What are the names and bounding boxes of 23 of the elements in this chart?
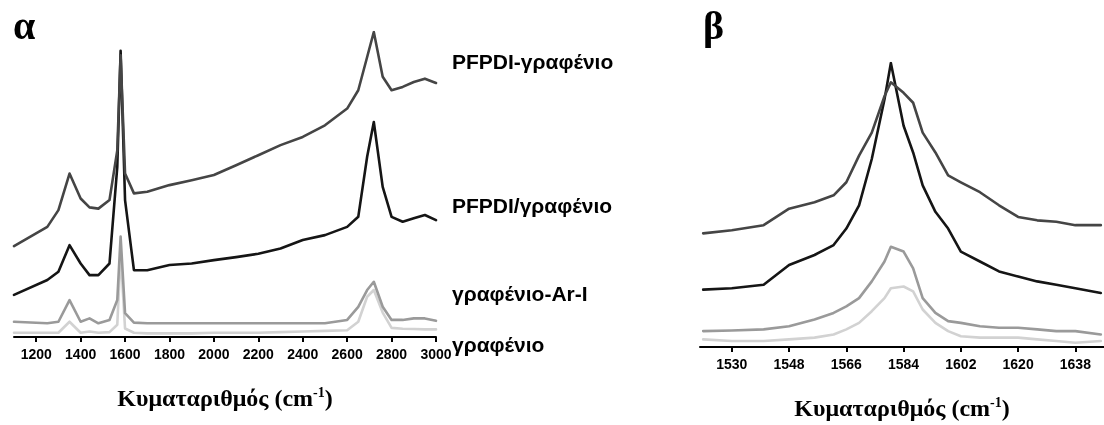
series-label: PFPDI/γραφένιο — [452, 193, 613, 217]
x-tick-label: 1638 — [1059, 356, 1092, 372]
x-tick-label: 1584 — [888, 356, 920, 372]
x-tick-label: 1548 — [773, 356, 805, 372]
series-label: PFPDI-γραφένιο — [452, 50, 614, 74]
x-tick-label: 3000 — [420, 346, 452, 362]
x-tick-label: 1602 — [945, 356, 977, 372]
chart-title: α — [13, 2, 36, 48]
x-tick-label: 2400 — [287, 346, 319, 362]
x-tick-label: 1566 — [830, 356, 863, 372]
x-tick-label: 1620 — [1002, 356, 1034, 372]
x-tick-label: 2800 — [376, 346, 408, 362]
x-tick-label: 1400 — [65, 346, 97, 362]
series-label: γραφένιο-Ar-I — [452, 282, 588, 306]
x-tick-label: 1600 — [109, 346, 141, 362]
x-tick-label: 1800 — [153, 346, 186, 362]
x-tick-label: 1200 — [20, 346, 52, 362]
x-tick-label: 2000 — [198, 346, 230, 362]
chart-title: β — [703, 2, 725, 48]
x-tick-label: 2200 — [242, 346, 275, 362]
x-tick-label: 2600 — [331, 346, 363, 362]
x-tick-label: 1530 — [716, 356, 748, 372]
series-label: γραφένιο — [452, 332, 545, 356]
